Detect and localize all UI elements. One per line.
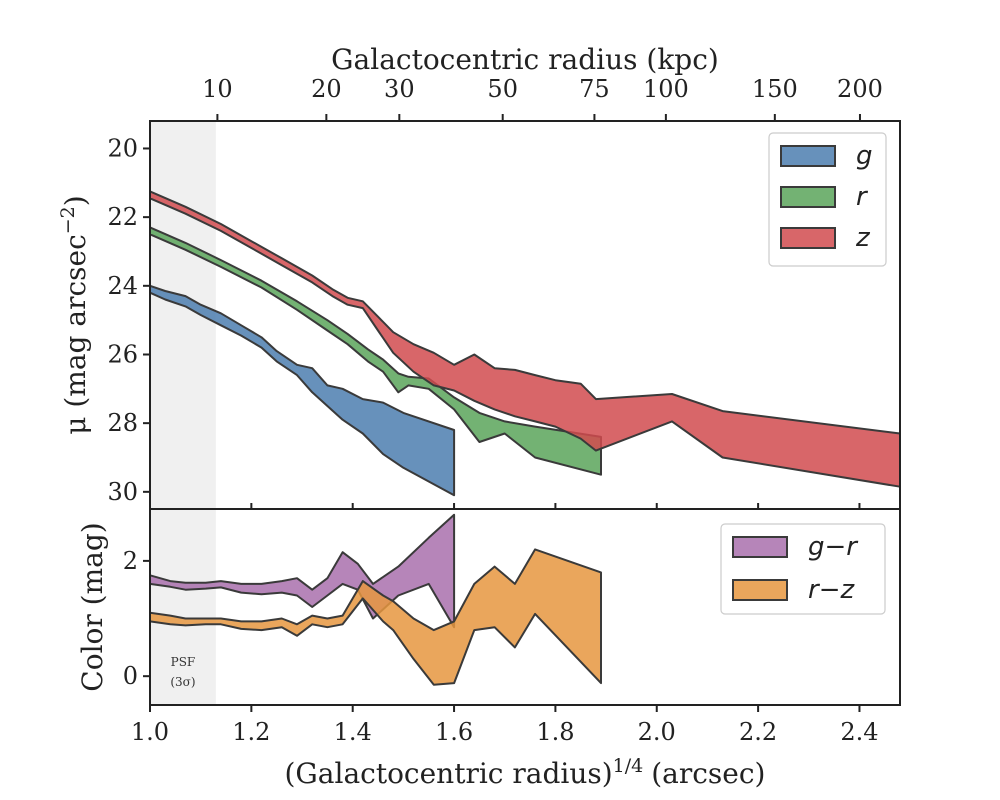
legend-top-label: z [855, 223, 871, 253]
bottom-frame [149, 508, 901, 706]
top-x-tick-label: 200 [837, 75, 883, 103]
x-tick-label: 1.0 [131, 718, 169, 746]
y-tick-label: 28 [107, 409, 138, 437]
legend-top-swatch [780, 227, 836, 249]
color-panel: 0 2 1.0 1.2 1.4 1.6 1.8 2.0 2.2 2.4 PSF (3σ) Color (… [76, 508, 901, 790]
y-tick-label: 26 [107, 340, 138, 368]
band-r-z [149, 548, 602, 686]
y-axis-title: μ (mag arcsec−2) [57, 195, 92, 434]
top-x-tick-label: 50 [487, 75, 518, 103]
psf-shade-bottom [150, 509, 216, 705]
x-tick-label: 1.6 [435, 718, 473, 746]
legend-bottom-label: r−z [808, 575, 855, 605]
top-axis-title: Galactocentric radius (kpc) [331, 43, 719, 76]
x-tick-label: 2.2 [739, 718, 777, 746]
legend-top-swatch [780, 145, 836, 167]
psf-label: PSF [171, 655, 196, 669]
legend-top: grz [768, 132, 887, 267]
y-axis-title-sup: −2 [57, 206, 79, 234]
color-y-axis-title: Color (mag) [76, 522, 109, 691]
top-x-tick-label: 30 [384, 75, 415, 103]
y-axis-title-main: μ (mag arcsec [59, 234, 92, 434]
legend-bottom: g−r r−z [720, 523, 886, 615]
legend-bottom-swatch [732, 536, 788, 558]
x-tick-label: 2.4 [840, 718, 878, 746]
x-tick-label: 2.0 [638, 718, 676, 746]
legend-top-label: r [856, 182, 869, 212]
x-tick-label: 1.2 [232, 718, 270, 746]
y-axis-title-close: ) [59, 195, 92, 206]
legend-top-swatch [780, 186, 836, 208]
legend-top-label: g [856, 141, 873, 171]
y-tick-label: 22 [107, 203, 138, 231]
surface-brightness-panel: 20 22 24 26 28 30 10 20 30 50 75 100 150 200 μ (mag ar… [57, 75, 901, 510]
y-tick-label: 20 [107, 134, 138, 162]
top-x-tick-label: 20 [311, 75, 342, 103]
x-tick-label: 1.8 [536, 718, 574, 746]
y-tick-label: 24 [107, 272, 138, 300]
top-x-tick-label: 150 [752, 75, 798, 103]
psf-sublabel: (3σ) [170, 675, 195, 689]
color-y-tick-label: 2 [123, 547, 138, 575]
top-x-tick-label: 75 [579, 75, 610, 103]
x-axis-title: (Galactocentric radius)1/4 (arcsec) [285, 755, 766, 790]
x-axis-title-unit: (arcsec) [651, 757, 765, 790]
y-tick-label: 30 [107, 478, 138, 506]
band-g [149, 284, 456, 497]
legend-bottom-swatch [732, 579, 788, 601]
band-r [149, 226, 602, 476]
x-axis-title-main: (Galactocentric radius) [285, 757, 613, 790]
legend-bottom-label: g−r [808, 532, 859, 562]
x-axis-title-sup: 1/4 [613, 755, 644, 777]
color-y-tick-label: 0 [123, 662, 138, 690]
top-x-tick-label: 10 [202, 75, 233, 103]
x-tick-label: 1.4 [334, 718, 372, 746]
top-x-tick-label: 100 [643, 75, 689, 103]
